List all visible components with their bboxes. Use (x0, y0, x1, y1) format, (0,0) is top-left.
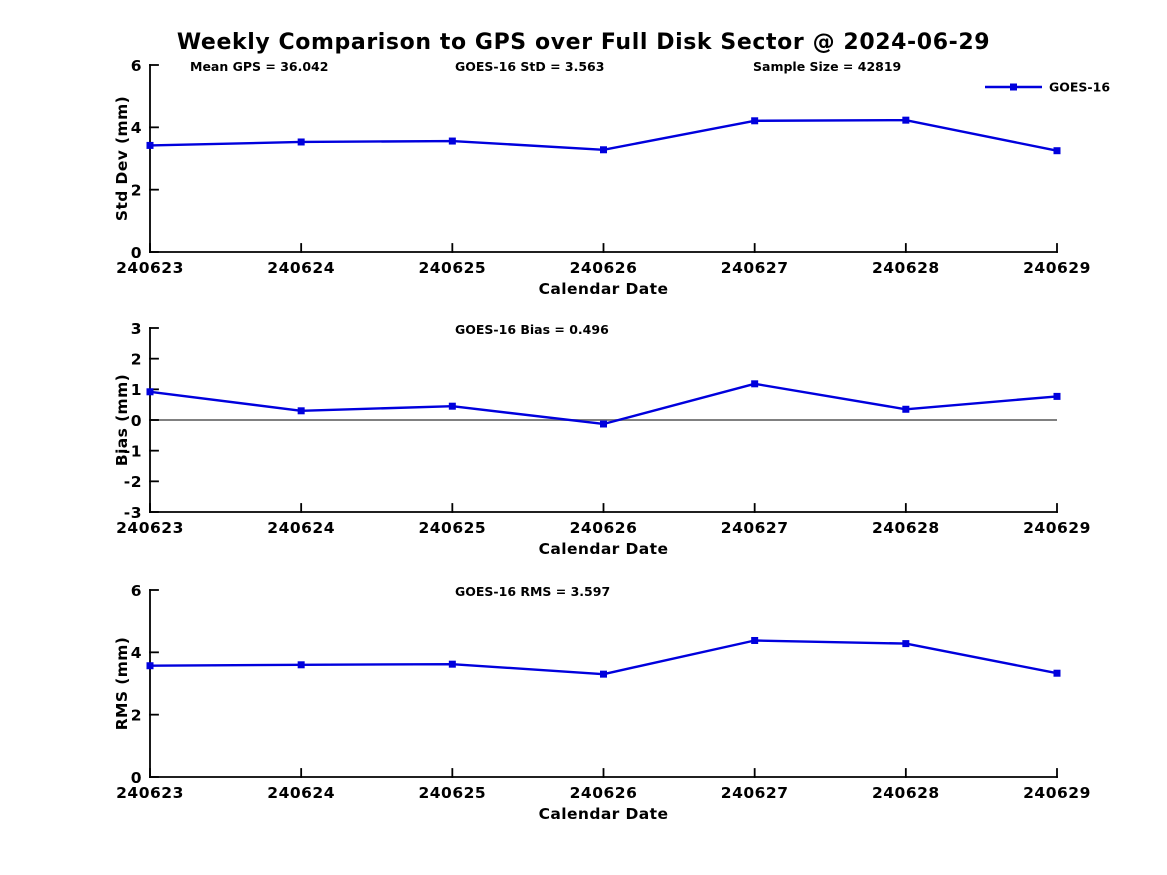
x-tick-label: 240623 (116, 784, 184, 802)
x-tick-label: 240627 (721, 519, 789, 537)
annotation: Sample Size = 42819 (753, 59, 901, 74)
data-point-marker (297, 407, 305, 415)
y-tick-label: 0 (131, 244, 142, 262)
y-tick-label: 1 (131, 381, 142, 399)
chart-bias: -3 -2 -1 0 1 2 3 240623 240624 240625 240626 240627… (113, 320, 1091, 558)
x-tick-label: 240624 (267, 259, 335, 277)
data-point-marker (297, 138, 305, 146)
x-tick-label: 240627 (721, 784, 789, 802)
x-tick-label: 240626 (570, 784, 638, 802)
y-tick-label: 4 (131, 644, 142, 662)
x-tick-label: 240629 (1023, 784, 1091, 802)
legend-marker (1010, 83, 1017, 91)
y-tick-label: -1 (124, 443, 142, 461)
x-tick-label: 240625 (418, 784, 486, 802)
y-tick-label: 4 (131, 119, 142, 137)
data-point-marker (751, 636, 759, 644)
annotation: GOES-16 Bias = 0.496 (455, 322, 609, 337)
series-line (149, 382, 1058, 426)
data-point-marker (902, 640, 910, 648)
x-tick-label: 240626 (570, 259, 638, 277)
data-point-marker (448, 402, 456, 410)
data-point-marker (902, 116, 910, 124)
annotation: Mean GPS = 36.042 (190, 59, 328, 74)
data-point-marker (600, 420, 607, 428)
page-title: Weekly Comparison to GPS over Full Disk … (176, 30, 991, 55)
data-point-marker (600, 146, 607, 154)
x-tick-label: 240625 (418, 519, 486, 537)
data-point-marker (751, 380, 759, 388)
data-point-marker (1053, 392, 1061, 400)
y-axis-label: Bias (mm) (113, 374, 131, 466)
y-tick-label: 3 (131, 320, 142, 338)
x-tick-label: 240628 (872, 259, 940, 277)
data-point-marker (146, 662, 154, 670)
x-axis-label: Calendar Date (539, 540, 669, 558)
series-line (149, 639, 1058, 676)
legend-label: GOES-16 (1049, 80, 1110, 95)
y-tick-label: 6 (131, 57, 142, 75)
y-tick-label: -3 (124, 504, 142, 522)
data-point-marker (146, 141, 154, 149)
x-tick-label: 240624 (267, 519, 335, 537)
data-point-marker (448, 660, 456, 668)
y-axis-label: Std Dev (mm) (113, 96, 131, 221)
y-axis-label: RMS (mm) (113, 637, 131, 731)
x-tick-label: 240623 (116, 259, 184, 277)
x-tick-label: 240629 (1023, 259, 1091, 277)
series-line (149, 118, 1058, 152)
x-tick-label: 240627 (721, 259, 789, 277)
x-tick-label: 240628 (872, 519, 940, 537)
x-tick-label: 240628 (872, 784, 940, 802)
x-axis-label: Calendar Date (539, 805, 669, 823)
annotation: GOES-16 StD = 3.563 (455, 59, 604, 74)
y-tick-label: 2 (131, 182, 142, 200)
y-tick-label: 0 (131, 412, 142, 430)
chart-rms: 0 2 4 6 240623 240624 240625 240626 240627 240628… (113, 582, 1091, 823)
y-tick-label: 2 (131, 707, 142, 725)
y-tick-label: 0 (131, 769, 142, 787)
x-tick-label: 240624 (267, 784, 335, 802)
x-tick-label: 240626 (570, 519, 638, 537)
x-tick-label: 240625 (418, 259, 486, 277)
data-point-marker (448, 137, 456, 145)
data-point-marker (1053, 669, 1061, 677)
data-point-marker (297, 661, 305, 669)
x-axis-label: Calendar Date (539, 280, 669, 298)
data-point-marker (146, 388, 154, 396)
x-tick-label: 240623 (116, 519, 184, 537)
annotation: GOES-16 RMS = 3.597 (455, 584, 610, 599)
y-tick-label: -2 (124, 473, 142, 491)
data-point-marker (600, 670, 607, 678)
chart-stddev: 0 2 4 6 240623 240624 240625 240626 240627 240628… (113, 57, 1110, 298)
data-point-marker (1053, 147, 1061, 155)
x-tick-label: 240629 (1023, 519, 1091, 537)
y-tick-label: 2 (131, 351, 142, 369)
y-tick-label: 6 (131, 582, 142, 600)
data-point-marker (751, 117, 759, 125)
data-point-marker (902, 405, 910, 413)
